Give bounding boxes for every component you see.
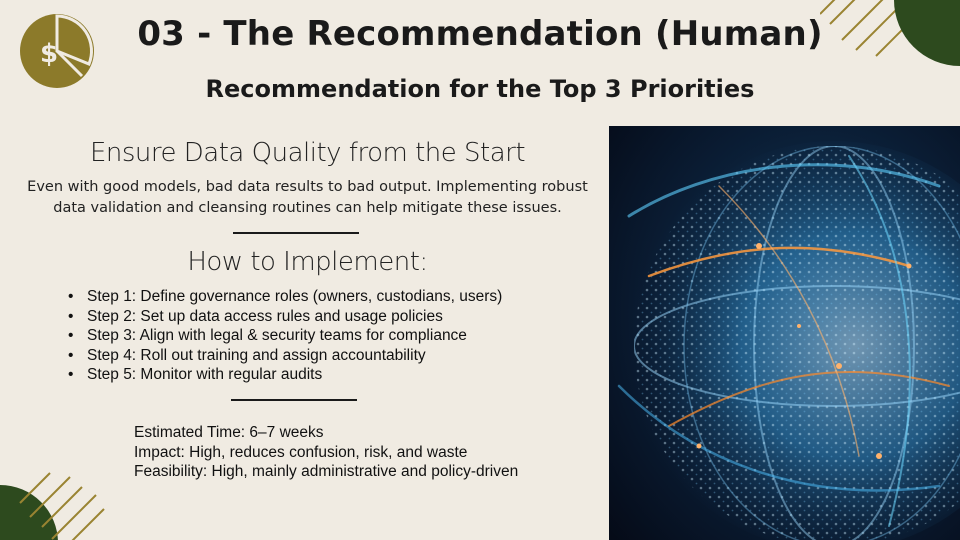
bullet-icon: • <box>68 365 73 385</box>
estimate-block: Estimated Time: 6–7 weeks Impact: High, … <box>134 423 534 482</box>
steps-list: • Step 1: Define governance roles (owners… <box>68 287 502 385</box>
list-item: • Step 3: Align with legal & security tea… <box>68 326 502 346</box>
bullet-icon: • <box>68 307 73 327</box>
logo-symbol: $ <box>40 39 58 69</box>
impact: Impact: High, reduces confusion, risk, a… <box>134 443 534 463</box>
divider <box>233 232 359 234</box>
section-heading-implement: How to Implement: <box>20 247 595 277</box>
section-body-data-quality: Even with good models, bad data results … <box>10 177 605 219</box>
list-item: • Step 2: Set up data access rules and us… <box>68 307 502 327</box>
estimated-time: Estimated Time: 6–7 weeks <box>134 423 534 443</box>
corner-decoration-bottom-left <box>0 465 110 540</box>
list-item: • Step 4: Roll out training and assign ac… <box>68 346 502 366</box>
feasibility: Feasibility: High, mainly administrative… <box>134 462 534 482</box>
data-globe-image <box>609 126 960 540</box>
section-heading-data-quality: Ensure Data Quality from the Start <box>20 138 595 168</box>
step-text: Step 3: Align with legal & security team… <box>87 327 467 344</box>
divider <box>231 399 357 401</box>
list-item: • Step 5: Monitor with regular audits <box>68 365 502 385</box>
step-text: Step 1: Define governance roles (owners,… <box>87 288 502 305</box>
bullet-icon: • <box>68 326 73 346</box>
list-item: • Step 1: Define governance roles (owners… <box>68 287 502 307</box>
bullet-icon: • <box>68 346 73 366</box>
bullet-icon: • <box>68 287 73 307</box>
dollar-pie-icon: $ <box>20 14 94 88</box>
step-text: Step 5: Monitor with regular audits <box>87 366 322 383</box>
step-text: Step 2: Set up data access rules and usa… <box>87 308 443 325</box>
step-text: Step 4: Roll out training and assign acc… <box>87 347 426 364</box>
page-title: 03 - The Recommendation (Human) <box>110 14 850 54</box>
page-subtitle: Recommendation for the Top 3 Priorities <box>150 75 810 103</box>
